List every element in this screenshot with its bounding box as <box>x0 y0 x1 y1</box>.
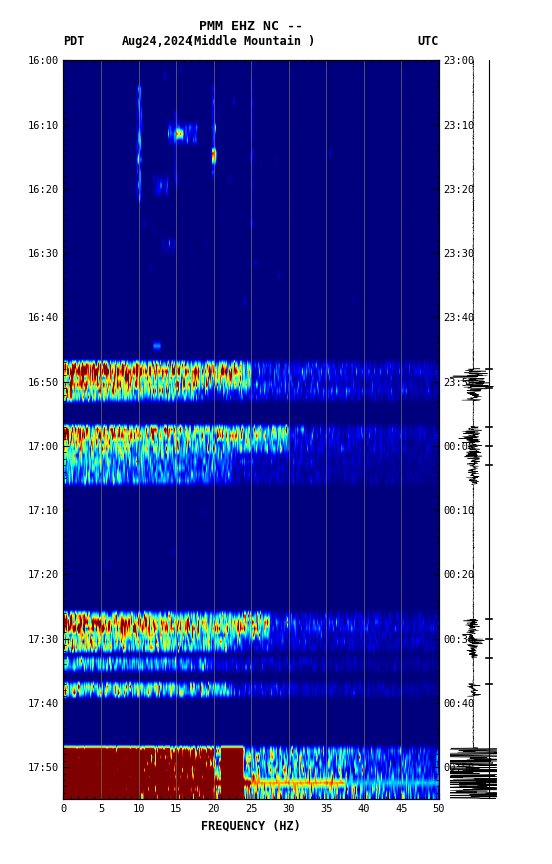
Text: PDT: PDT <box>63 35 85 48</box>
X-axis label: FREQUENCY (HZ): FREQUENCY (HZ) <box>201 820 301 833</box>
Text: PMM EHZ NC --: PMM EHZ NC -- <box>199 20 303 33</box>
Text: UTC: UTC <box>417 35 439 48</box>
Text: Aug24,2024: Aug24,2024 <box>121 35 193 48</box>
Text: (Middle Mountain ): (Middle Mountain ) <box>187 35 315 48</box>
